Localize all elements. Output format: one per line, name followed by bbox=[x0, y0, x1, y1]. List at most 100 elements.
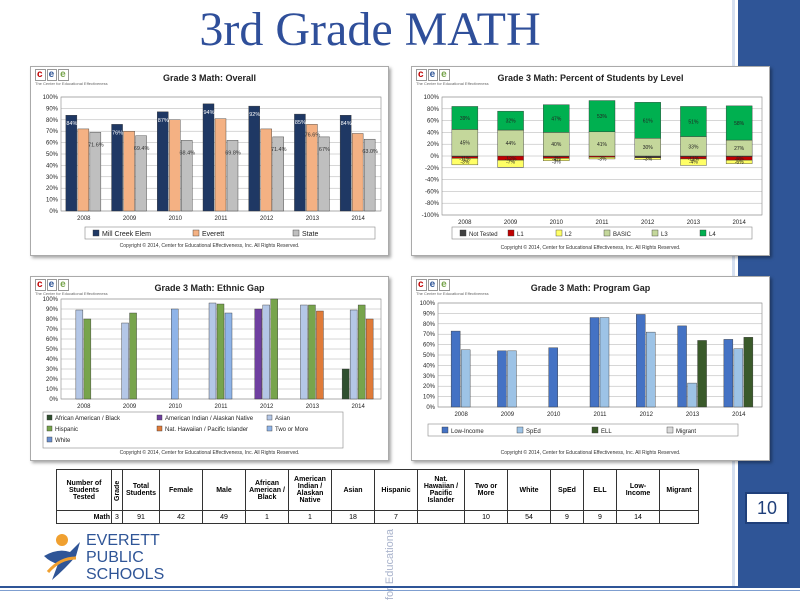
page-title: 3rd Grade MATH bbox=[199, 3, 541, 56]
bar bbox=[157, 111, 169, 212]
x-tick-label: 2009 bbox=[123, 216, 137, 222]
y-tick-label: 100% bbox=[43, 95, 59, 101]
data-label: -11% bbox=[688, 156, 700, 162]
bar bbox=[677, 325, 687, 408]
table-header-cell: White bbox=[507, 469, 551, 511]
data-label: 71.4% bbox=[271, 147, 287, 153]
bar bbox=[171, 308, 179, 400]
y-tick-label: 30% bbox=[46, 175, 59, 181]
cee-logo-subtitle: The Center for Educational Effectiveness bbox=[416, 81, 489, 86]
legend-label: ELL bbox=[601, 429, 612, 435]
data-label: 33% bbox=[688, 144, 699, 150]
cee-logo-subtitle: The Center for Educational Effectiveness bbox=[416, 291, 489, 296]
bar bbox=[450, 330, 461, 408]
chart-program-plot: 0% 10% 20% 30% 40% 50% 60% 70% 80% 90% 100% 2008 200… bbox=[420, 301, 763, 437]
bar-segment bbox=[497, 110, 524, 131]
legend-swatch bbox=[266, 414, 273, 421]
data-label: 45% bbox=[460, 141, 471, 147]
y-tick-label: 40% bbox=[427, 130, 440, 136]
bar bbox=[460, 349, 471, 408]
y-tick-label: -60% bbox=[425, 189, 440, 195]
vertical-watermark-text: for Educationa bbox=[384, 529, 396, 600]
bar-segment bbox=[634, 102, 661, 139]
table-cell: Math bbox=[56, 510, 112, 524]
y-tick-label: 70% bbox=[46, 129, 59, 135]
legend-swatch bbox=[46, 436, 53, 443]
data-label: 44% bbox=[506, 141, 517, 147]
table-cell: 91 bbox=[122, 510, 160, 524]
y-tick-label: -100% bbox=[422, 213, 440, 219]
bar bbox=[339, 115, 352, 212]
legend-label: Nat. Hawaiian / Pacific Islander bbox=[165, 427, 248, 433]
y-tick-label: 60% bbox=[46, 337, 59, 343]
x-tick-label: 2008 bbox=[77, 404, 91, 410]
x-tick-label: 2010 bbox=[550, 220, 564, 226]
legend-swatch bbox=[555, 229, 563, 237]
data-label: 69.4% bbox=[134, 146, 150, 152]
legend-label: African American / Black bbox=[55, 416, 121, 422]
footer-rule-thin bbox=[0, 590, 800, 591]
data-label: 32% bbox=[506, 119, 517, 125]
y-tick-label: 30% bbox=[46, 367, 59, 373]
footer-rule bbox=[0, 586, 800, 588]
legend-label: Not Tested bbox=[469, 232, 498, 238]
x-tick-label: 2012 bbox=[260, 216, 274, 222]
legend bbox=[42, 411, 344, 449]
legend-swatch bbox=[507, 229, 515, 237]
data-label: 69.8% bbox=[225, 150, 241, 156]
data-label: 39% bbox=[460, 116, 471, 122]
cee-logo-subtitle: The Center for Educational Effectiveness bbox=[35, 81, 108, 86]
legend-swatch bbox=[441, 426, 449, 434]
chart-title: Grade 3 Math: Ethnic Gap bbox=[154, 283, 265, 293]
bar bbox=[216, 303, 225, 400]
bar bbox=[89, 132, 102, 212]
table-header-cell: Two or More bbox=[464, 469, 508, 511]
y-tick-label: 100% bbox=[420, 301, 436, 307]
students-tested-table: Number of Students Tested Grade Total Stud… bbox=[56, 469, 699, 524]
y-tick-label: 90% bbox=[423, 311, 436, 317]
legend-label: Everett bbox=[202, 231, 224, 238]
table-cell: 14 bbox=[616, 510, 660, 524]
y-tick-label: 0% bbox=[49, 209, 58, 215]
x-tick-label: 2013 bbox=[686, 412, 700, 418]
bar bbox=[743, 337, 754, 408]
bar-segment bbox=[588, 156, 616, 160]
bar bbox=[248, 105, 260, 212]
legend bbox=[84, 226, 376, 240]
bar bbox=[129, 312, 137, 400]
chart-title: Grade 3 Math: Percent of Students by Lev… bbox=[497, 73, 684, 83]
y-tick-label: 0% bbox=[430, 154, 439, 160]
legend bbox=[427, 423, 739, 437]
y-tick-label: 60% bbox=[423, 343, 436, 349]
y-tick-label: 90% bbox=[46, 307, 59, 313]
table-header-cell: Grade bbox=[111, 469, 123, 511]
x-tick-label: 2013 bbox=[687, 220, 701, 226]
data-label: 92% bbox=[249, 112, 260, 118]
x-tick-label: 2014 bbox=[351, 216, 365, 222]
legend-label: Hispanic bbox=[55, 427, 78, 433]
copyright: Copyright © 2014, Center for Educational… bbox=[500, 245, 681, 251]
x-tick-label: 2009 bbox=[123, 404, 137, 410]
table-header-cell: Migrant bbox=[659, 469, 699, 511]
y-tick-label: 80% bbox=[46, 118, 59, 124]
x-tick-label: 2012 bbox=[641, 220, 655, 226]
legend-swatch bbox=[292, 229, 300, 237]
data-label: 76.6% bbox=[305, 132, 321, 138]
legend-label: Migrant bbox=[676, 429, 696, 435]
bar bbox=[75, 309, 84, 400]
table-header-cell: Hispanic bbox=[374, 469, 418, 511]
table-cell: 9 bbox=[550, 510, 584, 524]
copyright: Copyright © 2014, Center for Educational… bbox=[500, 450, 681, 456]
bar bbox=[270, 298, 278, 400]
data-label: 71.6% bbox=[88, 142, 104, 148]
chart-levels-plot: -100% -80% -60% -40% -20% 0% 20% 40% 60% 80% 100% 2… bbox=[422, 95, 763, 240]
data-label: 53% bbox=[597, 114, 608, 120]
data-label: 27% bbox=[734, 146, 745, 152]
y-tick-label: 50% bbox=[423, 353, 436, 359]
bar bbox=[121, 322, 129, 400]
data-label: 51% bbox=[688, 119, 699, 125]
data-label: -6% bbox=[735, 156, 744, 162]
data-label: 84% bbox=[66, 121, 77, 127]
